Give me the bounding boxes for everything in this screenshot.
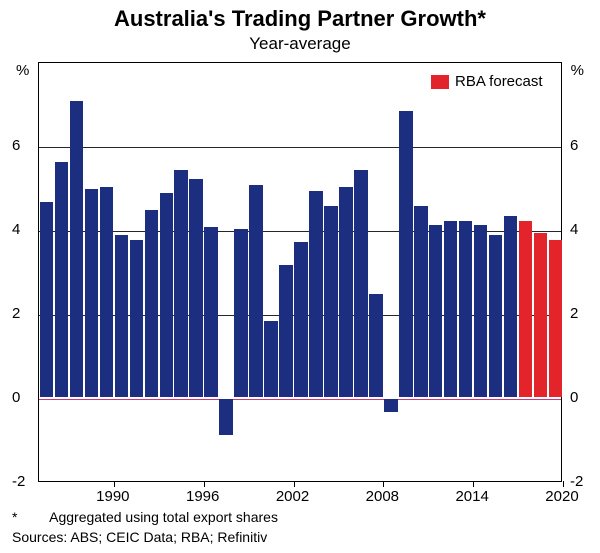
bar <box>130 240 143 398</box>
gridline <box>39 147 561 148</box>
bar <box>384 399 397 412</box>
bar <box>519 221 532 397</box>
bar <box>219 399 232 435</box>
bar <box>249 185 262 397</box>
y-tick-label-right: 4 <box>570 221 578 238</box>
bar <box>534 233 547 397</box>
sources-text: Sources: ABS; CEIC Data; RBA; Refinitiv <box>12 529 267 545</box>
bar <box>115 235 128 397</box>
plot-area: RBA forecast <box>38 62 562 482</box>
chart-container: Australia's Trading Partner Growth* Year… <box>0 0 600 553</box>
legend-swatch <box>431 75 449 89</box>
y-tick-label-left: 4 <box>12 221 20 238</box>
x-tick <box>383 481 384 487</box>
zero-line <box>39 399 561 400</box>
bar <box>294 242 307 397</box>
bar <box>70 101 83 397</box>
bar <box>399 111 412 397</box>
bar <box>309 191 322 397</box>
x-tick <box>563 481 564 487</box>
bar <box>234 229 247 397</box>
bar <box>444 221 457 397</box>
bar <box>339 187 352 397</box>
y-tick-label-left: -2 <box>12 473 25 490</box>
bar <box>55 162 68 397</box>
bar <box>264 321 277 397</box>
y-tick-label-right: 6 <box>570 137 578 154</box>
x-tick-label: 2020 <box>517 488 600 505</box>
y-tick-label-right: 0 <box>570 389 578 406</box>
bar <box>85 189 98 397</box>
x-tick <box>114 481 115 487</box>
bar <box>414 206 427 397</box>
chart-title: Australia's Trading Partner Growth* <box>0 0 600 32</box>
bar <box>354 170 367 397</box>
bar <box>549 240 562 398</box>
bar <box>160 193 173 397</box>
bar <box>145 210 158 397</box>
y-unit-left: % <box>16 62 29 79</box>
bar <box>429 225 442 397</box>
bar <box>174 170 187 397</box>
x-tick-label: 1996 <box>158 488 248 505</box>
x-tick <box>473 481 474 487</box>
x-tick-label: 2008 <box>337 488 427 505</box>
x-tick-label: 1990 <box>68 488 158 505</box>
x-tick <box>294 481 295 487</box>
y-tick-label-left: 2 <box>12 305 20 322</box>
y-tick-label-left: 0 <box>12 389 20 406</box>
bar <box>489 235 502 397</box>
bar <box>204 227 217 397</box>
legend: RBA forecast <box>431 73 543 90</box>
y-tick-label-right: 2 <box>570 305 578 322</box>
footnote-text: Aggregated using total export shares <box>49 509 278 525</box>
bar <box>504 216 517 397</box>
x-tick <box>204 481 205 487</box>
bar <box>40 202 53 397</box>
x-tick-label: 2002 <box>248 488 338 505</box>
x-tick-label: 2014 <box>427 488 517 505</box>
chart-subtitle: Year-average <box>0 32 600 54</box>
bar <box>324 206 337 397</box>
y-tick-label-left: 6 <box>12 137 20 154</box>
footnote: * Aggregated using total export shares <box>12 509 278 525</box>
bar <box>459 221 472 397</box>
bar <box>279 265 292 397</box>
bar <box>369 294 382 397</box>
y-unit-right: % <box>571 62 584 79</box>
bar <box>474 225 487 397</box>
legend-label: RBA forecast <box>455 73 543 90</box>
bar <box>189 179 202 397</box>
bar <box>100 187 113 397</box>
footnote-marker: * <box>12 509 46 525</box>
